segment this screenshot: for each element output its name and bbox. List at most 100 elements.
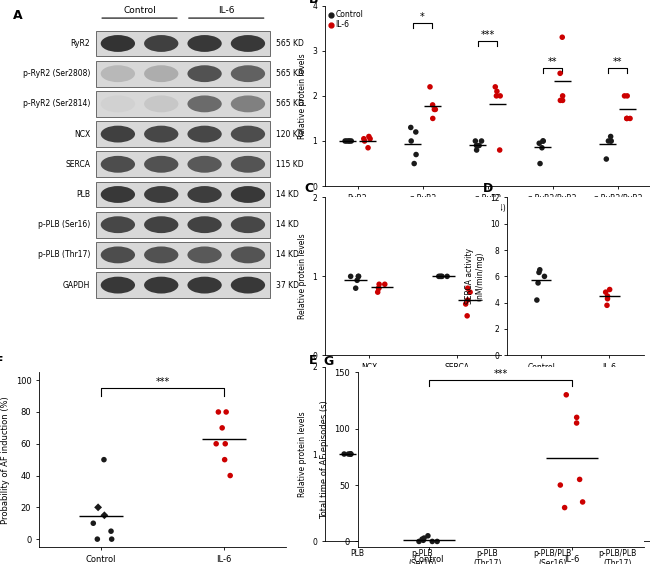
Point — [345, 450, 356, 459]
Bar — [96, 151, 270, 177]
Point — [541, 450, 552, 459]
Point — [427, 537, 437, 546]
Point — [213, 407, 224, 416]
Text: Control: Control — [124, 6, 156, 15]
Ellipse shape — [144, 126, 178, 143]
Point — [344, 136, 355, 146]
Point — [419, 534, 429, 543]
Ellipse shape — [187, 35, 222, 52]
Ellipse shape — [144, 246, 178, 263]
Point — [465, 288, 475, 297]
Text: SERCA: SERCA — [65, 160, 90, 169]
Point — [442, 272, 452, 281]
Point — [619, 91, 630, 100]
Text: 14 KD: 14 KD — [276, 190, 298, 199]
Ellipse shape — [101, 65, 135, 82]
Point — [621, 114, 632, 123]
Bar — [96, 242, 270, 268]
Point — [575, 475, 585, 484]
Legend: Control, IL-6: Control, IL-6 — [329, 10, 365, 30]
Point — [560, 503, 570, 512]
Ellipse shape — [231, 277, 265, 293]
Point — [99, 455, 109, 464]
Point — [340, 136, 350, 146]
Point — [476, 136, 487, 146]
Text: 565 KD: 565 KD — [276, 69, 304, 78]
Point — [363, 450, 374, 459]
Point — [538, 136, 548, 146]
Point — [555, 481, 566, 490]
Point — [577, 497, 588, 506]
Point — [491, 91, 502, 100]
Point — [225, 471, 235, 480]
Point — [560, 458, 570, 467]
Text: F: F — [0, 355, 3, 368]
Point — [220, 439, 231, 448]
Point — [429, 105, 439, 114]
Text: 565 KD: 565 KD — [276, 39, 304, 48]
Text: E: E — [309, 354, 317, 367]
Ellipse shape — [101, 95, 135, 112]
Point — [495, 146, 505, 155]
Ellipse shape — [101, 186, 135, 203]
Point — [429, 450, 439, 459]
Text: p-RyR2 (Ser2808): p-RyR2 (Ser2808) — [23, 69, 90, 78]
Point — [414, 537, 424, 546]
Point — [489, 493, 499, 503]
Point — [429, 450, 439, 459]
Bar — [96, 182, 270, 208]
Point — [362, 450, 372, 459]
Point — [621, 502, 632, 511]
Point — [622, 511, 632, 520]
Point — [429, 450, 439, 459]
Text: NCX: NCX — [74, 130, 90, 139]
Point — [463, 296, 473, 305]
Point — [603, 294, 613, 303]
Point — [107, 535, 117, 544]
Point — [346, 450, 356, 459]
Ellipse shape — [187, 65, 222, 82]
Point — [93, 503, 103, 512]
Point — [434, 272, 444, 281]
Ellipse shape — [187, 277, 222, 293]
Point — [606, 450, 617, 459]
Ellipse shape — [101, 126, 135, 143]
Text: RyR2: RyR2 — [71, 39, 90, 48]
Point — [359, 454, 370, 463]
Point — [221, 407, 231, 416]
Point — [471, 141, 482, 150]
Ellipse shape — [101, 35, 135, 52]
Point — [601, 450, 612, 459]
Point — [435, 272, 445, 281]
Point — [343, 136, 354, 146]
Point — [606, 136, 616, 146]
Point — [603, 136, 614, 146]
Ellipse shape — [187, 156, 222, 173]
Text: **: ** — [548, 58, 557, 67]
Point — [600, 450, 610, 459]
Point — [409, 159, 419, 168]
Text: 14 KD: 14 KD — [276, 250, 298, 259]
Point — [346, 450, 356, 459]
Point — [372, 288, 383, 297]
Point — [411, 127, 421, 136]
Point — [92, 535, 103, 544]
Point — [363, 132, 374, 141]
Bar — [96, 272, 270, 298]
Ellipse shape — [144, 277, 178, 293]
Ellipse shape — [144, 35, 178, 52]
Point — [339, 450, 349, 459]
Ellipse shape — [231, 186, 265, 203]
Text: p-RyR2 (Ser2814): p-RyR2 (Ser2814) — [23, 99, 90, 108]
Point — [532, 296, 542, 305]
Point — [346, 136, 356, 146]
Point — [365, 134, 375, 143]
Point — [493, 502, 503, 511]
Point — [534, 450, 545, 459]
Point — [411, 150, 421, 159]
Ellipse shape — [187, 95, 222, 112]
Text: GAPDH: GAPDH — [63, 281, 90, 289]
Point — [345, 272, 356, 281]
Point — [220, 455, 230, 464]
Point — [432, 537, 443, 546]
